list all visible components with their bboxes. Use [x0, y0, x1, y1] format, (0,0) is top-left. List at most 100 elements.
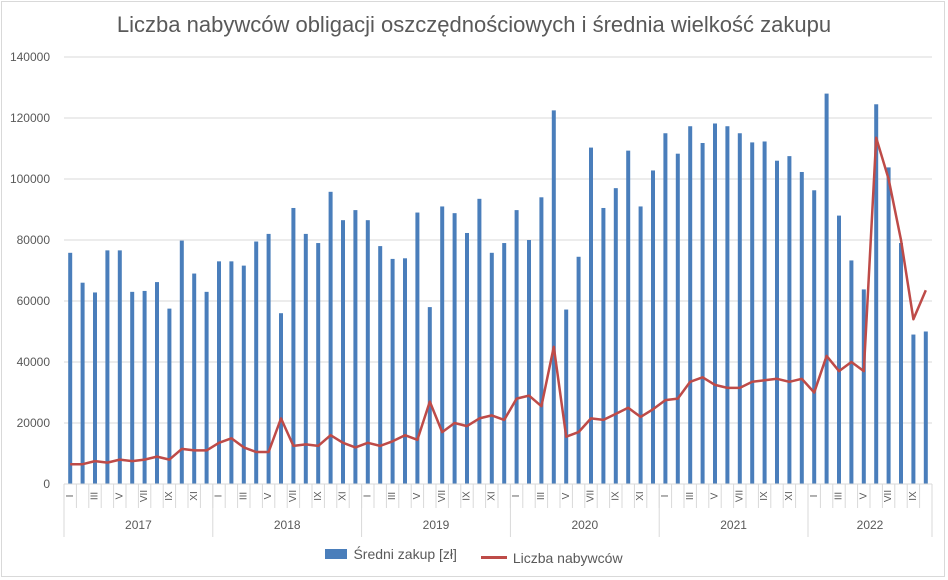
month-tick-label: III [685, 492, 696, 500]
bar [613, 188, 618, 484]
bar [737, 133, 742, 484]
bar [651, 170, 655, 484]
month-tick-label: V [561, 492, 572, 499]
bar [663, 133, 668, 484]
month-tick-label: IX [164, 491, 175, 501]
month-tick-label: III [387, 492, 398, 500]
y-tick-label: 120000 [10, 111, 50, 125]
month-tick-label: I [65, 495, 76, 498]
bar [117, 250, 122, 484]
bar [217, 261, 221, 484]
month-tick-label: I [660, 495, 671, 498]
year-label: 2021 [720, 518, 747, 532]
bar [564, 309, 569, 484]
y-tick-label: 60000 [17, 294, 51, 308]
month-tick-label: I [214, 495, 225, 498]
month-tick-label: V [114, 492, 125, 499]
bar [489, 252, 494, 484]
bar [874, 104, 879, 485]
month-tick-label: IX [759, 491, 770, 501]
bar [291, 207, 296, 484]
bar [514, 210, 519, 485]
y-tick-label: 40000 [17, 355, 51, 369]
month-tick-label: I [511, 495, 522, 498]
bar [601, 207, 606, 484]
bar [812, 190, 817, 484]
bar [192, 273, 197, 484]
legend-label-line: Liczba nabywców [512, 549, 623, 566]
bar [303, 233, 308, 484]
bar [316, 243, 321, 484]
line-series [70, 136, 927, 466]
bar [923, 331, 928, 484]
bar [68, 252, 73, 484]
bar [675, 153, 680, 484]
month-tick-label: VII [734, 490, 745, 502]
bar [787, 156, 792, 484]
bar [899, 243, 903, 484]
month-tick-label: III [536, 492, 547, 500]
bar [142, 290, 147, 484]
bar [837, 215, 841, 484]
bar [775, 160, 779, 484]
month-tick-label: III [834, 492, 845, 500]
legend-label-bars: Średni zakup [zł] [353, 546, 457, 562]
bar [365, 220, 370, 485]
bar [403, 258, 407, 484]
month-tick-label: VII [437, 490, 448, 502]
bar [589, 147, 593, 484]
bar [353, 210, 358, 485]
bar [266, 233, 271, 484]
month-tick-label: VII [139, 490, 150, 502]
bar [427, 307, 432, 484]
bar [328, 191, 333, 484]
y-tick-label: 0 [43, 477, 50, 491]
year-label: 2017 [125, 518, 152, 532]
bar [341, 220, 345, 485]
bar [279, 313, 283, 484]
y-tick-label: 80000 [17, 233, 51, 247]
bar [527, 240, 531, 484]
bar [849, 260, 854, 484]
bar [241, 265, 246, 484]
year-label: 2022 [857, 518, 884, 532]
bar [551, 110, 556, 484]
month-tick-label: IX [462, 491, 473, 501]
month-tick-label: IX [908, 491, 919, 501]
bar [700, 143, 705, 484]
month-tick-label: IX [610, 491, 621, 501]
bar [626, 150, 631, 484]
month-tick-label: VII [883, 490, 894, 502]
bar [886, 167, 891, 484]
year-label: 2019 [423, 518, 450, 532]
bar [229, 261, 234, 484]
y-tick-label: 140000 [10, 50, 50, 64]
month-tick-label: XI [635, 491, 646, 500]
legend-item-bars: Średni zakup [zł] [325, 546, 457, 562]
bar [80, 282, 85, 484]
bar [576, 256, 581, 484]
bar [254, 241, 259, 484]
bar [204, 291, 209, 484]
month-tick-label: V [263, 492, 274, 499]
bar [465, 232, 469, 484]
chart-legend: Średni zakup [zł] Liczba nabywców [0, 546, 948, 566]
month-tick-label: III [90, 492, 101, 500]
month-tick-label: V [858, 492, 869, 499]
bar [638, 206, 643, 484]
month-tick-label: XI [338, 491, 349, 500]
bar [824, 93, 829, 484]
year-label: 2018 [274, 518, 301, 532]
bar [762, 141, 767, 485]
bar [155, 282, 159, 484]
bar [93, 292, 97, 484]
bar [861, 289, 866, 484]
bar [390, 258, 395, 484]
bar [179, 240, 184, 484]
chart-title: Liczba nabywców obligacji oszczędnościow… [116, 12, 832, 37]
month-tick-label: XI [189, 491, 200, 500]
y-tick-label: 20000 [17, 416, 51, 430]
bar [378, 246, 383, 484]
bar [440, 206, 445, 484]
